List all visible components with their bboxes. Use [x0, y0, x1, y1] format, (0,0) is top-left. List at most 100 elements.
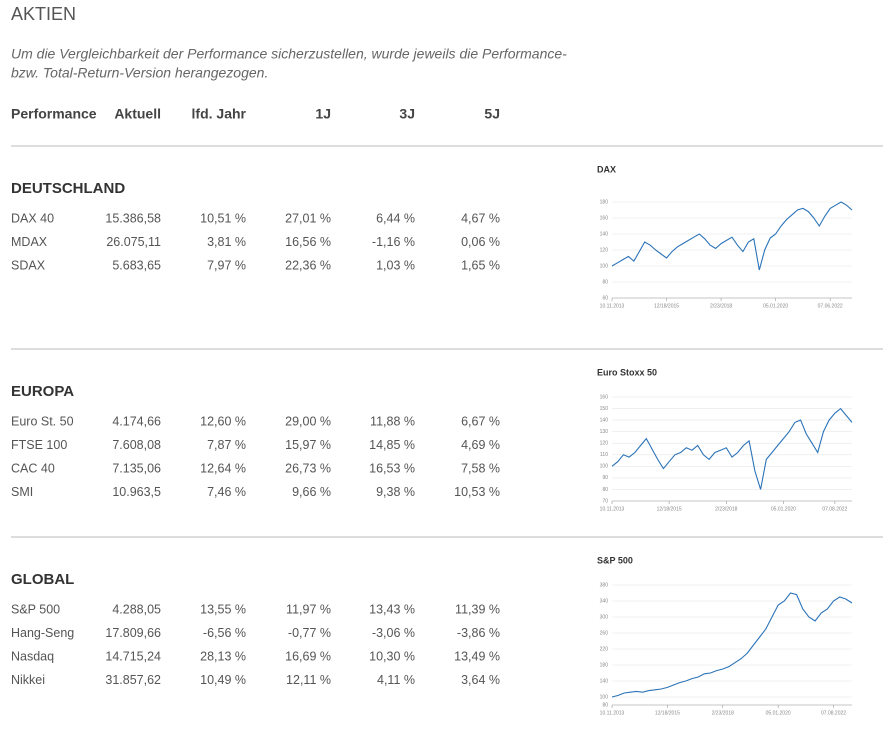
- cell: 10,49 %: [200, 673, 246, 687]
- chart-title: Euro Stoxx 50: [597, 367, 657, 377]
- x-tick-label: 10.11.2013: [600, 303, 625, 309]
- chart-title: DAX: [597, 164, 616, 174]
- column-header: 1J: [315, 106, 331, 122]
- cell: 11,88 %: [370, 414, 415, 428]
- note: Um die Vergleichbarkeit der Performance …: [11, 46, 567, 62]
- cell: -1,16 %: [372, 235, 415, 249]
- line: [611, 592, 853, 698]
- x-tick-label: 05.01.2020: [766, 710, 791, 716]
- y-tick-label: 260: [600, 630, 609, 636]
- section-title: GLOBAL: [11, 571, 74, 588]
- y-tick-label: 300: [600, 614, 609, 620]
- x-tick-label: 12/18/2015: [654, 303, 679, 309]
- cell: 6,67 %: [461, 414, 500, 428]
- cell: FTSE 100: [11, 438, 67, 452]
- cell: 7,46 %: [207, 485, 246, 499]
- x-tick-label: 2/23/2018: [712, 710, 734, 716]
- y-tick-label: 120: [600, 441, 609, 447]
- cell: Nasdaq: [11, 649, 54, 663]
- cell: 10,30 %: [369, 649, 415, 663]
- cell: 12,64 %: [200, 461, 246, 475]
- cell: 14.715,24: [105, 649, 161, 663]
- cell: 4.174,66: [112, 414, 161, 428]
- cell: 4.288,05: [112, 602, 161, 616]
- cell: -3,06 %: [372, 626, 415, 640]
- y-tick-label: 80: [602, 702, 608, 708]
- y-tick-label: 380: [600, 582, 609, 588]
- cell: 27,01 %: [285, 211, 331, 225]
- x-tick-label: 07.08.2022: [822, 506, 847, 512]
- cell: 13,55 %: [200, 602, 246, 616]
- cell: 15,97 %: [285, 438, 331, 452]
- cell: 15.386,58: [105, 211, 161, 225]
- cell: 4,67 %: [461, 211, 500, 225]
- y-tick-label: 140: [600, 417, 609, 423]
- x-tick-label: 10.11.2013: [600, 710, 625, 716]
- y-tick-label: 120: [600, 247, 609, 253]
- column-header: Aktuell: [114, 106, 161, 122]
- cell: 11,39 %: [455, 602, 500, 616]
- y-tick-label: 60: [602, 295, 608, 301]
- chart-title: S&P 500: [597, 555, 633, 565]
- cell: 4,69 %: [461, 438, 500, 452]
- cell: 6,44 %: [376, 211, 415, 225]
- cell: -3,86 %: [457, 626, 500, 640]
- y-tick-label: 180: [600, 662, 609, 668]
- y-tick-label: 80: [602, 279, 608, 285]
- cell: CAC 40: [11, 461, 55, 475]
- cell: 1,65 %: [461, 258, 500, 272]
- cell: 13,49 %: [454, 649, 500, 663]
- cell: 10,51 %: [200, 211, 246, 225]
- cell: 7,97 %: [207, 258, 246, 272]
- x-tick-label: 07.06.2022: [818, 303, 843, 309]
- cell: 29,00 %: [285, 414, 331, 428]
- y-tick-label: 90: [602, 475, 608, 481]
- x-tick-label: 05.01.2020: [771, 506, 796, 512]
- cell: 17.809,66: [105, 626, 161, 640]
- cell: 9,66 %: [292, 485, 331, 499]
- cell: SDAX: [11, 258, 46, 272]
- page-title: AKTIEN: [11, 4, 76, 24]
- y-tick-label: 100: [600, 694, 609, 700]
- cell: S&P 500: [11, 602, 60, 616]
- cell: Hang-Seng: [11, 626, 74, 640]
- y-tick-label: 220: [600, 646, 609, 652]
- x-tick-label: 07.08.2022: [821, 710, 846, 716]
- y-tick-label: 70: [602, 498, 608, 504]
- y-tick-label: 100: [600, 263, 609, 269]
- column-header: lfd. Jahr: [192, 106, 247, 122]
- y-tick-label: 110: [600, 452, 608, 458]
- cell: 7.608,08: [112, 438, 161, 452]
- cell: 10.963,5: [112, 485, 161, 499]
- column-header: 3J: [399, 106, 415, 122]
- cell: 10,53 %: [454, 485, 500, 499]
- column-header: 5J: [484, 106, 500, 122]
- x-tick-label: 12/18/2015: [657, 506, 682, 512]
- cell: 7.135,06: [112, 461, 161, 475]
- y-tick-label: 180: [600, 199, 609, 205]
- y-tick-label: 100: [600, 464, 609, 470]
- cell: 7,58 %: [461, 461, 500, 475]
- section-title: EUROPA: [11, 383, 74, 400]
- cell: SMI: [11, 485, 33, 499]
- x-tick-label: 12/18/2015: [655, 710, 680, 716]
- x-tick-label: 2/23/2018: [710, 303, 732, 309]
- cell: 26,73 %: [285, 461, 331, 475]
- x-tick-label: 2/23/2018: [715, 506, 737, 512]
- cell: 22,36 %: [285, 258, 331, 272]
- cell: 14,85 %: [369, 438, 415, 452]
- cell: DAX 40: [11, 211, 54, 225]
- y-tick-label: 340: [600, 598, 609, 604]
- cell: 1,03 %: [376, 258, 415, 272]
- line: [611, 407, 853, 490]
- cell: Euro St. 50: [11, 414, 74, 428]
- cell: 9,38 %: [376, 485, 415, 499]
- y-tick-label: 160: [600, 215, 609, 221]
- note: bzw. Total-Return-Version herangezogen.: [11, 65, 268, 81]
- cell: 26.075,11: [106, 235, 161, 249]
- y-tick-label: 140: [600, 678, 609, 684]
- cell: MDAX: [11, 235, 48, 249]
- cell: 11,97 %: [286, 602, 331, 616]
- cell: 0,06 %: [461, 235, 500, 249]
- cell: 5.683,65: [112, 258, 161, 272]
